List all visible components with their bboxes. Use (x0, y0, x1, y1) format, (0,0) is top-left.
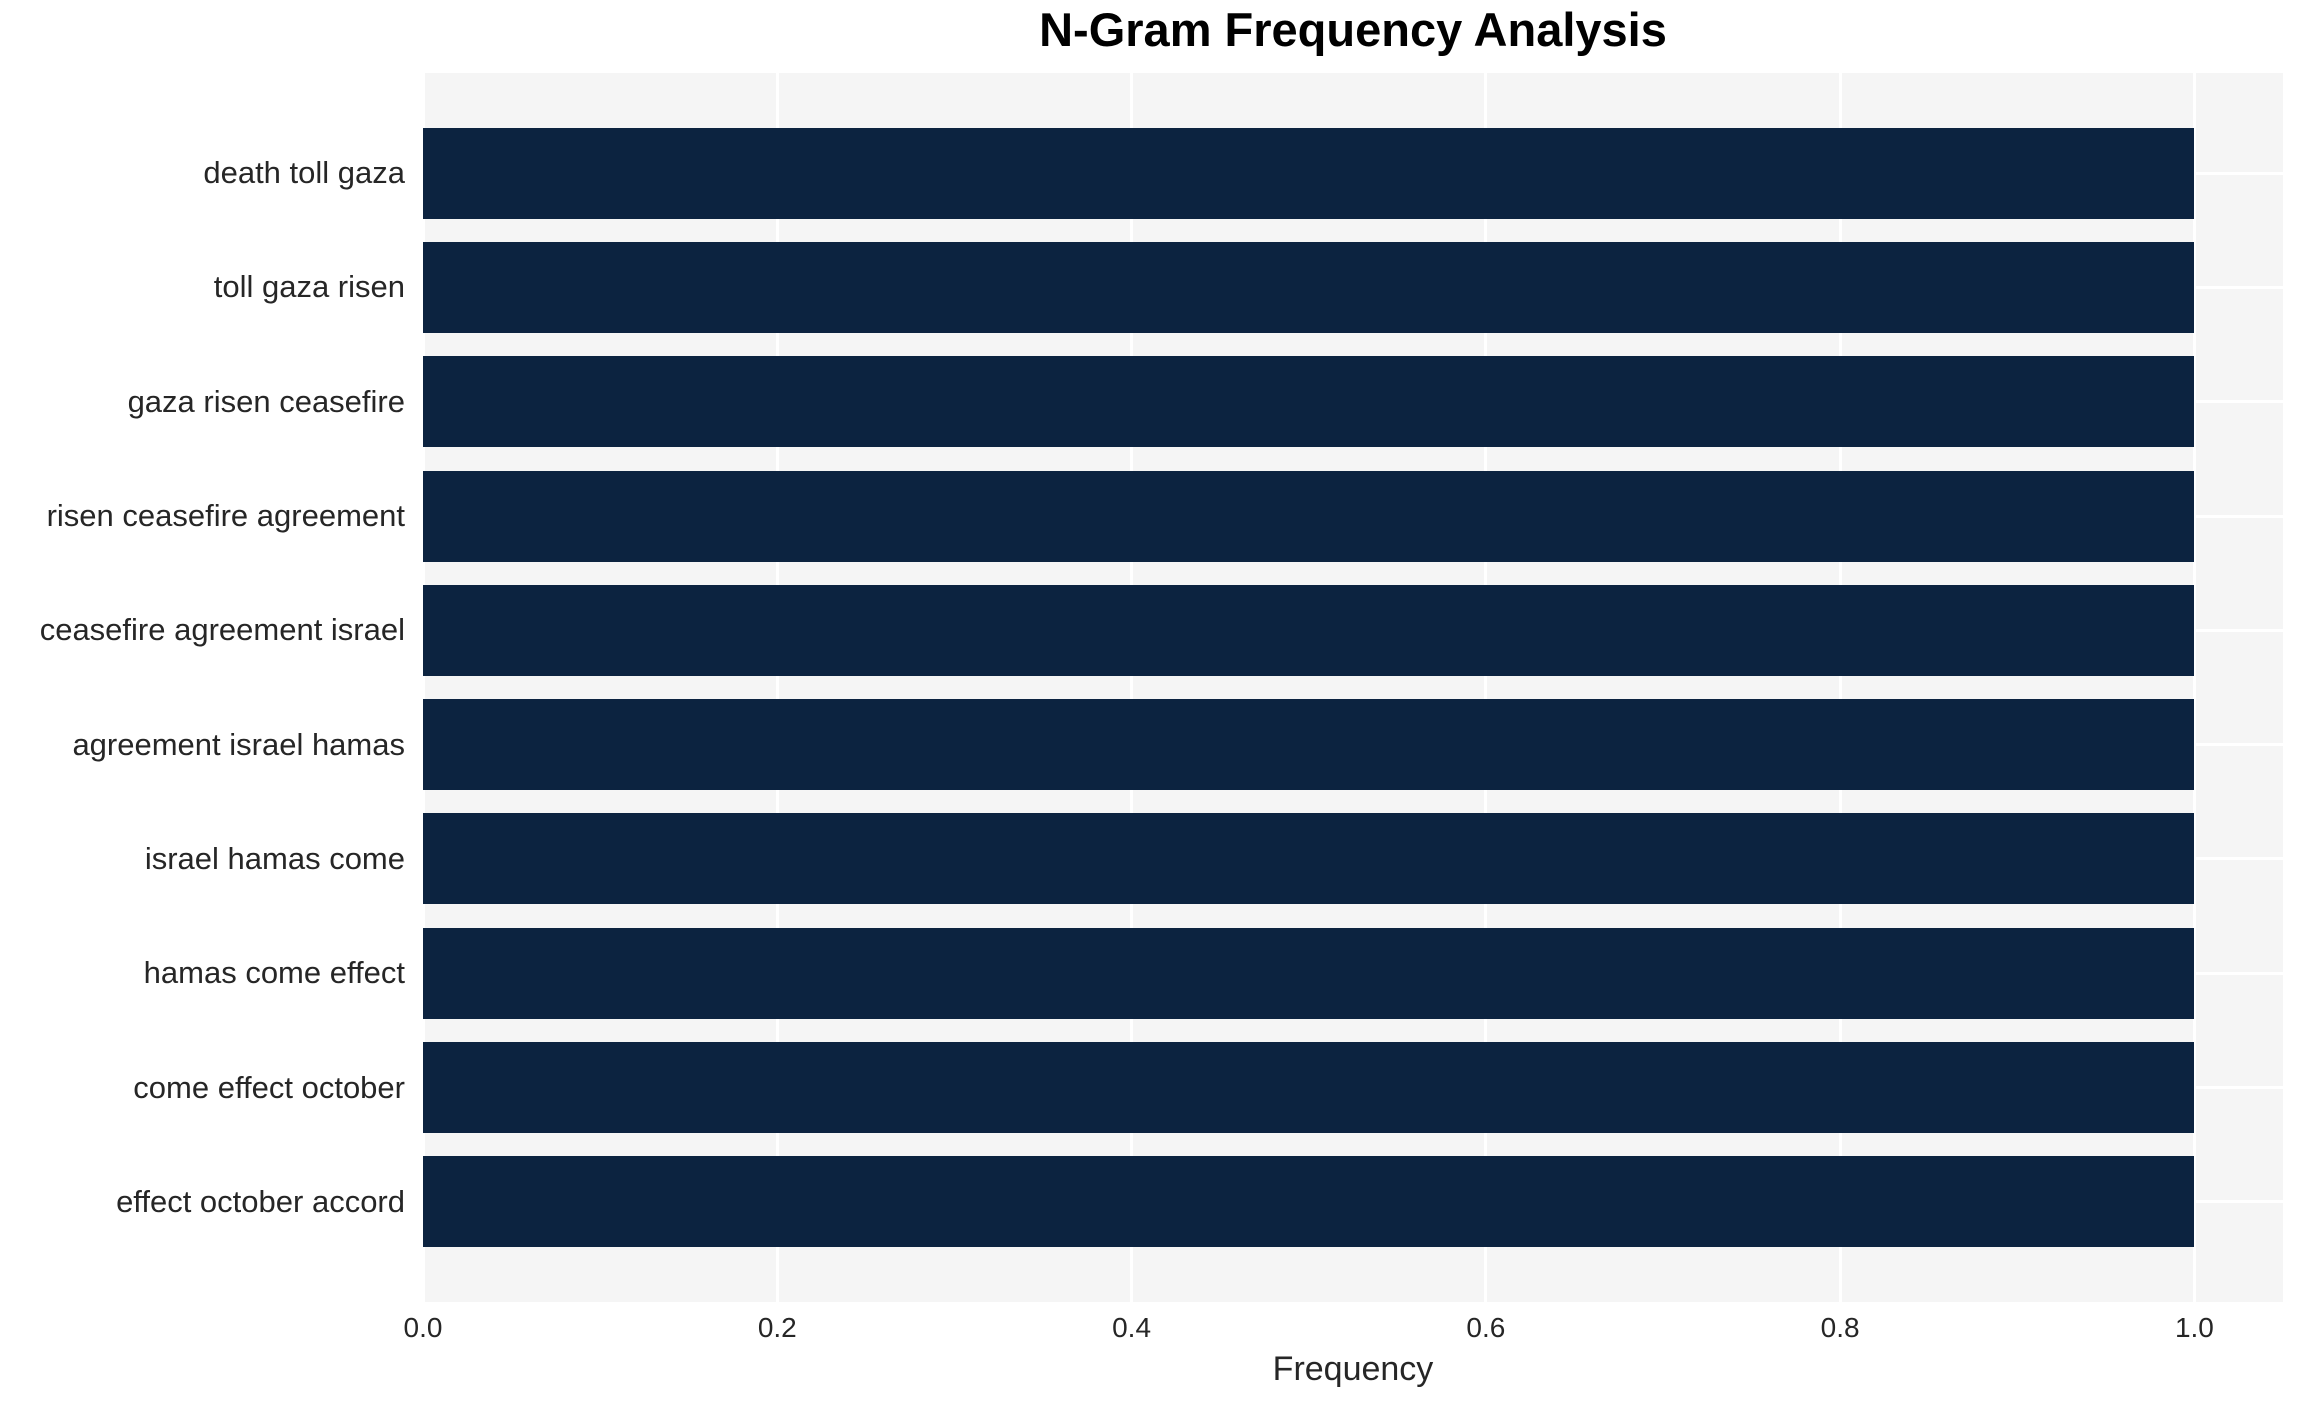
chart-title: N-Gram Frequency Analysis (1039, 3, 1667, 56)
y-tick-label: effect october accord (116, 1183, 405, 1219)
x-tick-label: 0.4 (1112, 1312, 1152, 1343)
x-gridline (1838, 73, 1842, 1302)
x-tick-label: 0.6 (1466, 1312, 1506, 1343)
bar-israel-hamas-come (423, 813, 2195, 905)
x-gridline (1484, 73, 1488, 1302)
bar-come-effect-october (423, 1042, 2195, 1134)
bar-gaza-risen-ceasefire (423, 356, 2195, 448)
bar-effect-october-accord (423, 1156, 2195, 1248)
x-gridline (421, 73, 425, 1302)
x-tick-label: 0.0 (403, 1312, 443, 1343)
bar-risen-ceasefire-agreement (423, 470, 2195, 562)
bar-hamas-come-effect (423, 927, 2195, 1019)
x-axis-title: Frequency (1272, 1350, 1434, 1388)
y-tick-label: come effect october (133, 1069, 405, 1105)
bar-death-toll-gaza (423, 127, 2195, 219)
bar-toll-gaza-risen (423, 241, 2195, 333)
y-tick-label: death toll gaza (203, 155, 405, 191)
bar-ceasefire-agreement-israel (423, 584, 2195, 676)
y-tick-label: hamas come effect (143, 955, 405, 991)
x-gridline (775, 73, 779, 1302)
x-tick-label: 0.2 (757, 1312, 797, 1343)
x-gridline (1130, 73, 1134, 1302)
y-tick-label: gaza risen ceasefire (127, 383, 405, 419)
y-tick-label: risen ceasefire agreement (46, 498, 405, 534)
y-tick-label: ceasefire agreement israel (39, 612, 405, 648)
y-tick-label: agreement israel hamas (72, 726, 405, 762)
bar-agreement-israel-hamas (423, 699, 2195, 791)
plot-area (421, 73, 2283, 1302)
x-tick-label: 0.8 (1820, 1312, 1860, 1343)
y-tick-label: toll gaza risen (213, 269, 405, 305)
x-gridline (2192, 73, 2196, 1302)
x-tick-label: 1.0 (2174, 1312, 2214, 1343)
y-tick-label: israel hamas come (144, 840, 405, 876)
